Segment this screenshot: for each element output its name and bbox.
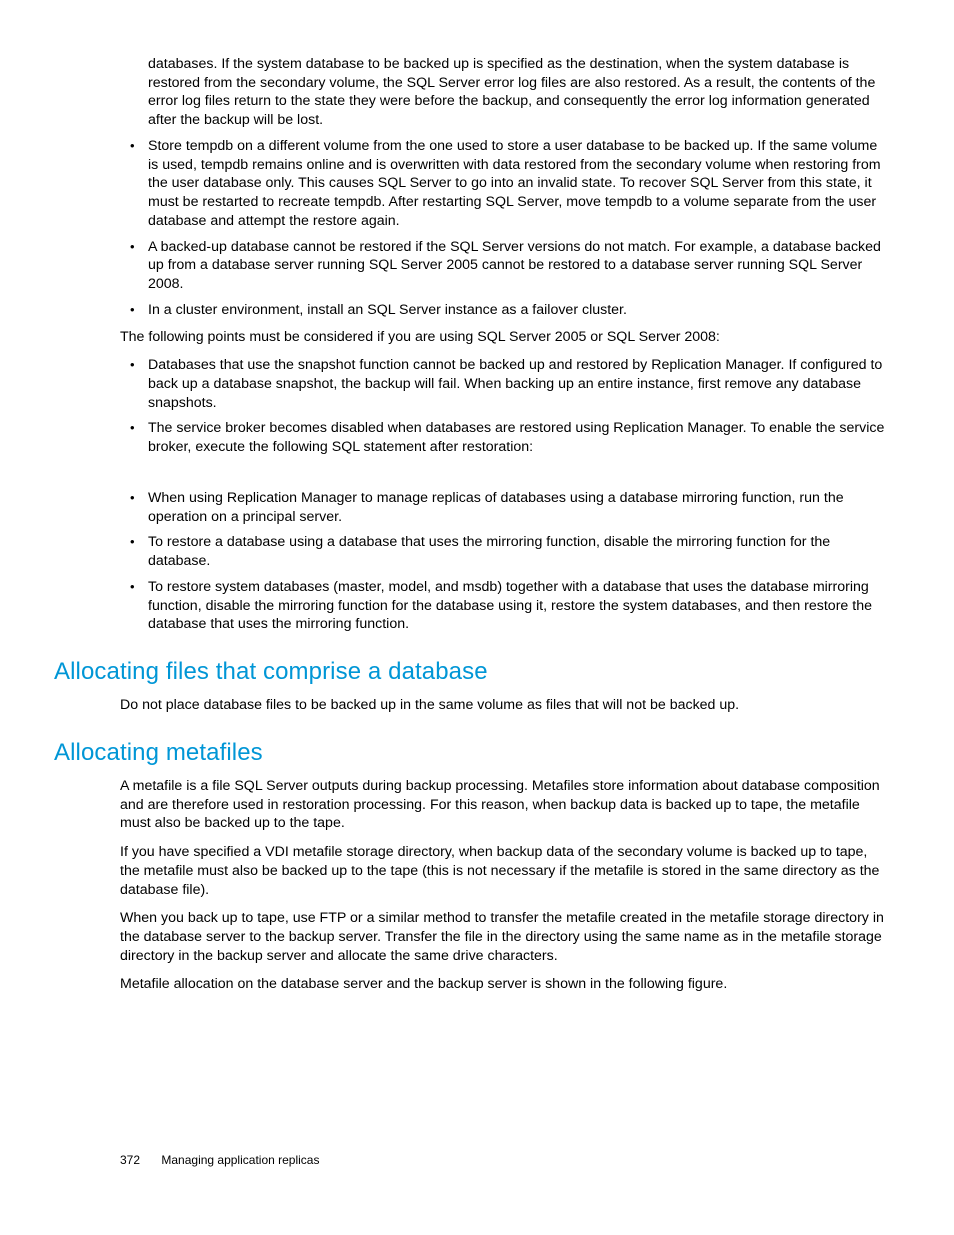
body-paragraph: Do not place database files to be backed… <box>120 696 888 715</box>
list-item-text: A backed-up database cannot be restored … <box>148 239 881 292</box>
bullet-list-2a: Databases that use the snapshot function… <box>120 356 888 457</box>
list-item: A backed-up database cannot be restored … <box>120 238 888 294</box>
list-item-text: When using Replication Manager to manage… <box>148 490 844 525</box>
list-item: To restore a database using a database t… <box>120 533 888 570</box>
list-item-text: The service broker becomes disabled when… <box>148 420 884 455</box>
body-paragraph: A metafile is a file SQL Server outputs … <box>120 777 888 833</box>
list-item: Store tempdb on a different volume from … <box>120 137 888 231</box>
body-paragraph: If you have specified a VDI metafile sto… <box>120 843 888 899</box>
list-item-text: databases. If the system database to be … <box>148 56 875 128</box>
chapter-title: Managing application replicas <box>161 1153 319 1167</box>
list-item: In a cluster environment, install an SQL… <box>120 301 888 320</box>
list-item-text: In a cluster environment, install an SQL… <box>148 302 627 318</box>
page-number: 372 <box>120 1153 140 1167</box>
list-item-text: To restore system databases (master, mod… <box>148 579 872 632</box>
body-paragraph: The following points must be considered … <box>120 328 888 347</box>
body-paragraph: Metafile allocation on the database serv… <box>120 975 888 994</box>
list-item: To restore system databases (master, mod… <box>120 578 888 634</box>
page-content: databases. If the system database to be … <box>0 0 954 994</box>
section-heading-allocating-files: Allocating files that comprise a databas… <box>54 658 888 686</box>
section-heading-allocating-metafiles: Allocating metafiles <box>54 739 888 767</box>
bullet-list-top: databases. If the system database to be … <box>120 55 888 320</box>
page-footer: 372 Managing application replicas <box>120 1153 319 1167</box>
body-paragraph: When you back up to tape, use FTP or a s… <box>120 909 888 965</box>
list-item-text: Databases that use the snapshot function… <box>148 357 882 410</box>
continued-paragraph: databases. If the system database to be … <box>120 55 888 130</box>
list-item: The service broker becomes disabled when… <box>120 419 888 456</box>
list-item-text: To restore a database using a database t… <box>148 534 830 569</box>
list-item-text: Store tempdb on a different volume from … <box>148 138 881 229</box>
list-item: When using Replication Manager to manage… <box>120 489 888 526</box>
bullet-list-2b: When using Replication Manager to manage… <box>120 489 888 634</box>
list-item: Databases that use the snapshot function… <box>120 356 888 412</box>
